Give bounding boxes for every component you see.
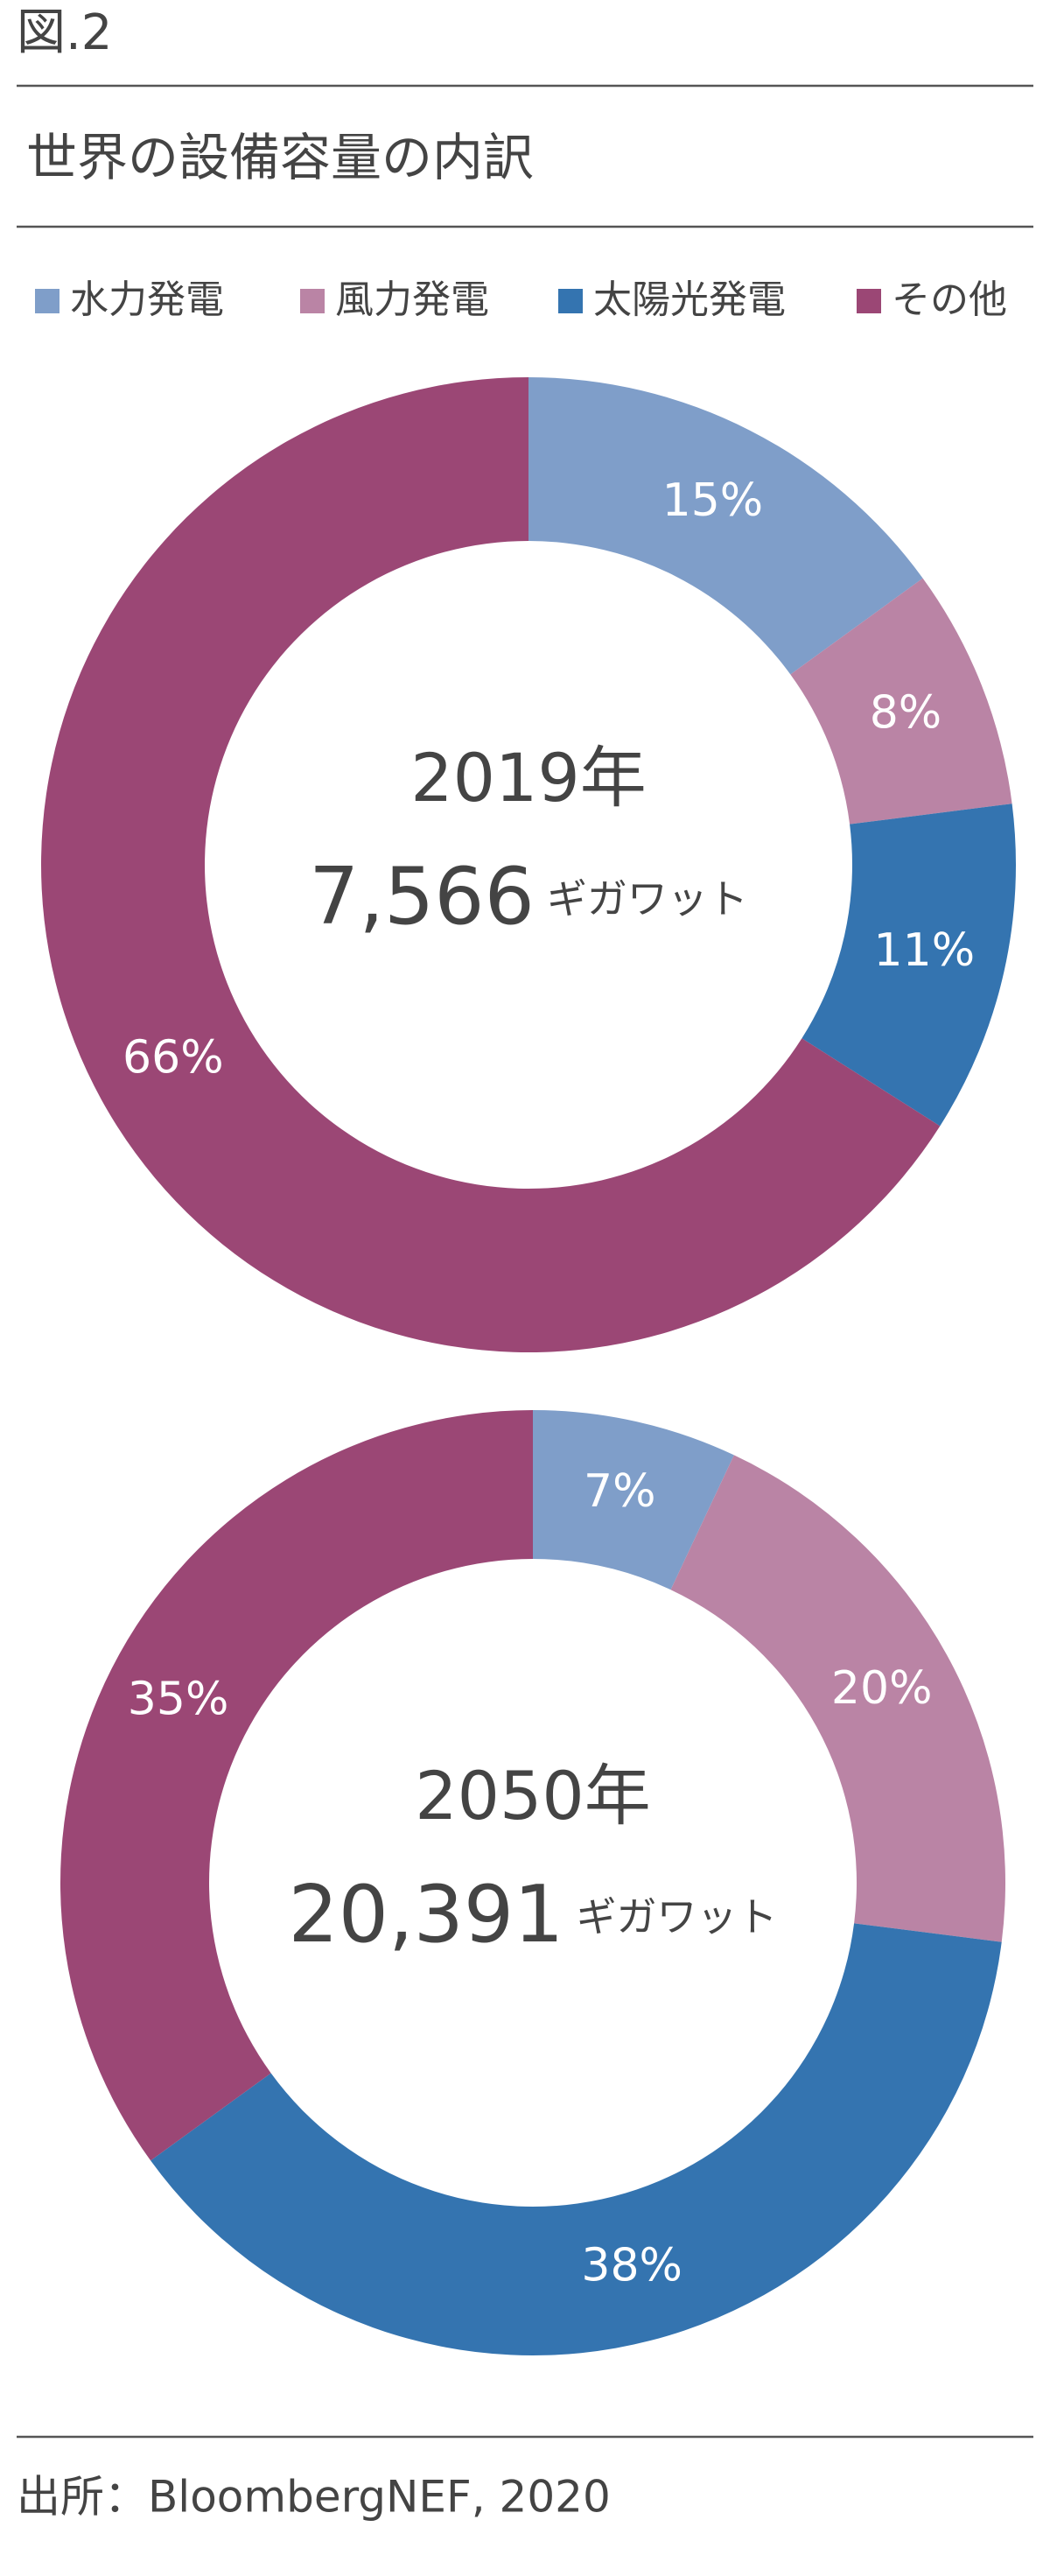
data-label: 35% [128, 1673, 229, 1725]
data-label: 20% [831, 1662, 933, 1715]
legend-swatch [558, 289, 583, 313]
title: 世界の設備容量の内訳 [26, 128, 534, 187]
legend-label: 水力発電 [70, 277, 224, 322]
legend-swatch [857, 289, 881, 313]
center-title: 2050年 [415, 1757, 650, 1835]
total-value: 7,566 [309, 851, 535, 943]
figure-label: 図.2 [17, 4, 112, 61]
donut-segment [790, 578, 1012, 825]
total-value: 20,391 [289, 1869, 564, 1961]
legend-swatch [35, 289, 60, 313]
donut-segment [528, 377, 923, 675]
legend-swatch [300, 289, 325, 313]
center-total: 20,391 ギガワット [289, 1869, 778, 1961]
center-title: 2019年 [410, 739, 646, 817]
center-total: 7,566 ギガワット [309, 851, 748, 943]
legend-label: 太陽光発電 [593, 277, 786, 322]
data-label: 7% [584, 1465, 656, 1518]
data-label: 11% [874, 924, 976, 977]
source: 出所：BloombergNEF, 2020 [17, 2472, 611, 2523]
donut-segment [60, 1410, 533, 2161]
data-label: 38% [581, 2240, 682, 2292]
total-unit: ギガワット [547, 875, 748, 923]
data-label: 15% [662, 474, 764, 527]
donut-segment [150, 1923, 1002, 2355]
data-label: 66% [122, 1031, 224, 1084]
legend-label: その他 [892, 277, 1007, 322]
donut-segment [670, 1455, 1006, 1942]
legend-label: 風力発電 [335, 277, 489, 322]
donut-segment [41, 377, 941, 1352]
donut-segment [802, 804, 1016, 1127]
total-unit: ギガワット [576, 1893, 777, 1941]
data-label: 8% [870, 686, 942, 739]
donut-segment [533, 1410, 734, 1590]
